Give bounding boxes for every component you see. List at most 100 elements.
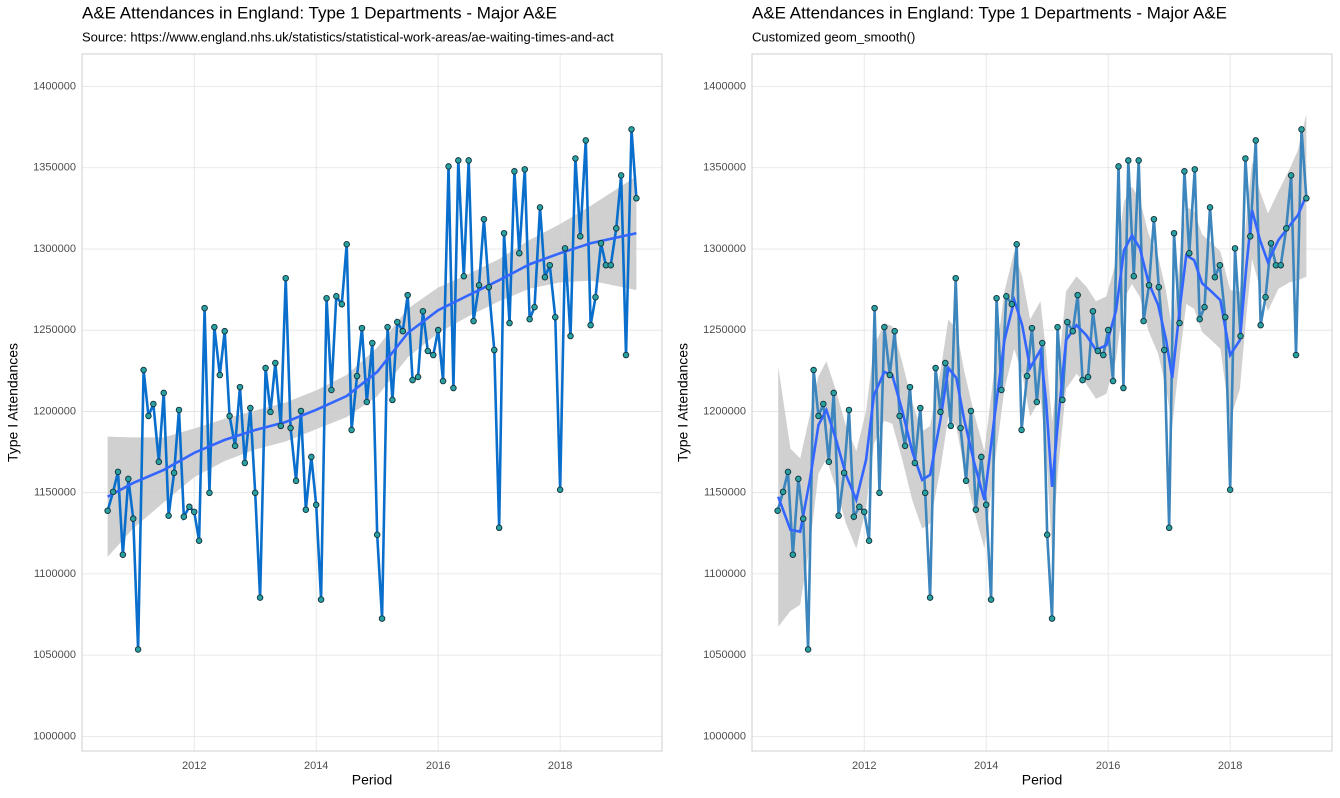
data-point bbox=[1008, 300, 1016, 308]
data-point bbox=[881, 323, 888, 331]
y-tick-label: 1100000 bbox=[704, 568, 746, 580]
data-point bbox=[1100, 351, 1107, 359]
data-point bbox=[358, 324, 366, 332]
data-point bbox=[597, 240, 605, 247]
data-point bbox=[1262, 293, 1269, 301]
data-point bbox=[1155, 283, 1163, 291]
data-point bbox=[119, 551, 127, 558]
data-point bbox=[901, 442, 909, 450]
data-point bbox=[282, 274, 289, 282]
data-point bbox=[206, 489, 213, 497]
data-point bbox=[1287, 172, 1295, 179]
data-point bbox=[891, 327, 898, 335]
data-point bbox=[104, 507, 111, 514]
data-point bbox=[434, 326, 442, 334]
data-point bbox=[921, 489, 929, 497]
data-point bbox=[1252, 137, 1260, 144]
data-point bbox=[582, 137, 590, 144]
data-point bbox=[536, 204, 544, 211]
data-point bbox=[287, 424, 294, 432]
data-point bbox=[856, 503, 863, 511]
data-point bbox=[962, 477, 970, 485]
data-point bbox=[1150, 215, 1158, 223]
data-point bbox=[1064, 318, 1071, 326]
data-point bbox=[1298, 126, 1305, 133]
chart-title: A&E Attendances in England: Type 1 Depar… bbox=[82, 3, 557, 22]
data-point bbox=[140, 366, 147, 374]
data-point bbox=[134, 646, 142, 653]
y-tick-label: 1150000 bbox=[704, 487, 746, 499]
data-point bbox=[231, 442, 239, 450]
data-point bbox=[896, 412, 903, 420]
data-point bbox=[125, 475, 132, 483]
data-point bbox=[175, 406, 183, 414]
data-point bbox=[607, 261, 615, 269]
data-point bbox=[1283, 225, 1290, 232]
data-point bbox=[277, 422, 285, 430]
data-point bbox=[774, 507, 781, 514]
data-point bbox=[475, 281, 483, 289]
data-point bbox=[1130, 273, 1138, 280]
data-point bbox=[592, 293, 599, 301]
data-point bbox=[195, 537, 203, 545]
y-tick-label: 1000000 bbox=[703, 730, 746, 742]
data-point bbox=[1109, 377, 1117, 385]
x-axis-label: Period bbox=[352, 772, 392, 788]
data-point bbox=[1226, 486, 1234, 493]
data-point bbox=[165, 512, 172, 519]
data-point bbox=[1104, 326, 1112, 334]
data-point bbox=[1023, 372, 1031, 380]
data-point bbox=[1176, 319, 1183, 327]
data-point bbox=[1043, 531, 1051, 539]
data-point bbox=[394, 318, 401, 326]
data-point bbox=[470, 317, 477, 325]
data-point bbox=[546, 261, 554, 269]
x-tick-label: 2012 bbox=[852, 760, 876, 772]
data-point bbox=[561, 245, 569, 252]
data-point bbox=[784, 468, 792, 476]
y-tick-label: 1000000 bbox=[33, 730, 76, 742]
data-point bbox=[1013, 241, 1020, 248]
data-point bbox=[876, 489, 883, 497]
data-point bbox=[1257, 321, 1264, 329]
y-axis-label: Type I Attendances bbox=[675, 343, 691, 462]
y-tick-label: 1200000 bbox=[33, 405, 76, 417]
data-point bbox=[820, 400, 827, 408]
data-point bbox=[1018, 426, 1025, 434]
data-point bbox=[369, 339, 376, 347]
y-tick-label: 1250000 bbox=[33, 324, 76, 336]
chart-subtitle: Customized geom_smooth() bbox=[752, 29, 915, 44]
data-point bbox=[810, 366, 817, 374]
data-point bbox=[789, 551, 797, 558]
smooth-line bbox=[106, 231, 637, 498]
data-point bbox=[937, 408, 944, 416]
data-point bbox=[460, 273, 468, 280]
data-point bbox=[521, 166, 529, 173]
data-point bbox=[982, 501, 990, 509]
data-point bbox=[567, 332, 574, 340]
data-point bbox=[216, 371, 224, 379]
data-point bbox=[338, 300, 346, 308]
data-point bbox=[993, 294, 1000, 302]
chart-title: A&E Attendances in England: Type 1 Depar… bbox=[752, 3, 1227, 22]
data-point bbox=[343, 241, 350, 248]
data-point bbox=[221, 327, 228, 335]
y-tick-label: 1150000 bbox=[34, 487, 76, 499]
data-point bbox=[114, 468, 122, 476]
y-tick-label: 1100000 bbox=[34, 568, 76, 580]
data-point bbox=[932, 364, 939, 372]
data-point bbox=[1094, 347, 1102, 355]
data-point bbox=[1170, 229, 1178, 237]
data-point bbox=[267, 408, 274, 416]
panel-border bbox=[751, 53, 1333, 752]
data-point bbox=[978, 453, 985, 461]
data-point bbox=[419, 307, 427, 315]
data-point bbox=[155, 458, 163, 466]
data-point bbox=[201, 304, 208, 312]
data-point bbox=[1135, 157, 1142, 164]
data-point bbox=[373, 531, 381, 539]
x-tick-label: 2018 bbox=[548, 760, 572, 772]
data-point bbox=[552, 313, 559, 321]
data-point bbox=[1089, 307, 1097, 315]
data-point bbox=[613, 225, 620, 232]
